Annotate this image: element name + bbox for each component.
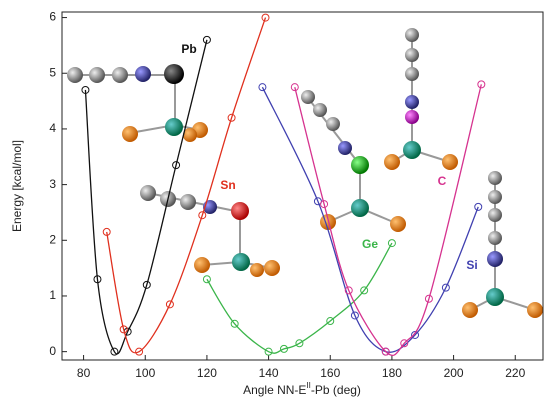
series-label: Pb [181,42,196,56]
data-point [388,240,395,247]
y-tick-label: 2 [49,232,56,246]
series-label: C [438,174,447,188]
x-tick-label: 220 [505,366,525,380]
x-axis-label: Angle NN-EII-Pb (deg) [243,381,361,397]
y-tick-label: 3 [49,177,56,191]
series-label: Si [466,258,477,272]
y-tick-label: 5 [49,65,56,79]
x-tick-label: 140 [259,366,279,380]
y-axis-label: Energy [kcal/mol] [10,140,24,232]
x-tick-label: 80 [77,366,91,380]
x-label-part: -Pb (deg) [311,383,361,397]
x-tick-label: 200 [444,366,464,380]
series-line [262,87,478,352]
x-tick-label: 180 [382,366,402,380]
x-tick-label: 100 [135,366,155,380]
series-label: Sn [220,178,235,192]
chart: Energy [kcal/mol] Angle NN-EII-Pb (deg) … [0,0,544,401]
series-label: Ge [362,237,378,251]
x-label-part: Angle NN-E [243,383,306,397]
y-tick-label: 6 [49,10,56,24]
y-tick-label: 1 [49,288,56,302]
x-tick-label: 160 [320,366,340,380]
series-line [107,18,266,353]
y-tick-label: 0 [49,344,56,358]
y-tick-label: 4 [49,121,56,135]
x-tick-label: 120 [197,366,217,380]
